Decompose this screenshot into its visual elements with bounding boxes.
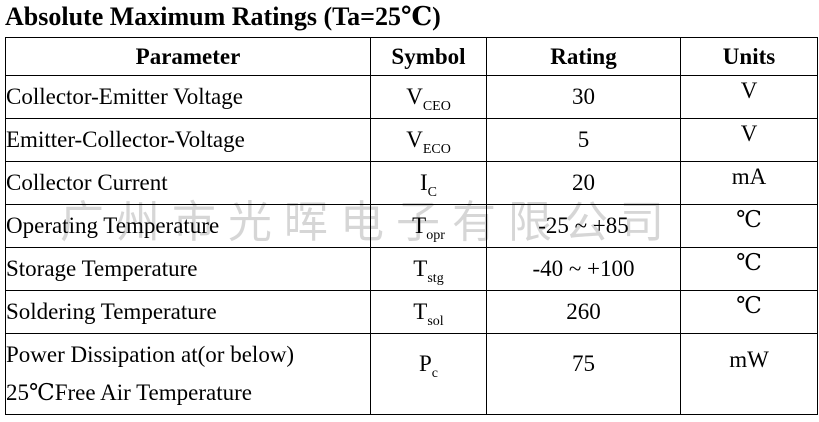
symbol-subscript: sol: [427, 314, 444, 329]
symbol-main: V: [406, 84, 423, 109]
rating-cell: 75: [486, 333, 681, 415]
parameter-cell: Collector Current: [5, 161, 371, 205]
symbol-subscript: stg: [427, 271, 444, 286]
symbol-subscript: c: [431, 366, 438, 381]
unit-cell: V: [680, 75, 818, 119]
symbol-cell: Topr: [370, 204, 487, 248]
unit-cell: ℃: [680, 204, 818, 248]
header-units: Units: [680, 37, 818, 76]
unit-cell: mA: [680, 161, 818, 205]
table-row: Power Dissipation at(or below) 25℃Free A…: [5, 333, 818, 415]
table-row: Soldering Temperature Tsol 260 ℃: [5, 290, 818, 334]
parameter-cell: Emitter-Collector-Voltage: [5, 118, 371, 162]
rating-cell: 20: [486, 161, 681, 205]
rating-cell: 5: [486, 118, 681, 162]
unit-value: ℃: [736, 207, 762, 232]
unit-value: V: [740, 121, 758, 146]
parameter-cell: Operating Temperature: [5, 204, 371, 248]
unit-cell: ℃: [680, 247, 818, 291]
symbol-cell: Pc: [370, 333, 487, 415]
rating-cell: 260: [486, 290, 681, 334]
unit-cell: ℃: [680, 290, 818, 334]
rating-cell: 30: [486, 75, 681, 119]
symbol-main: T: [413, 256, 428, 281]
symbol-cell: Tstg: [370, 247, 487, 291]
symbol-subscript: CEO: [422, 99, 451, 114]
header-symbol: Symbol: [370, 37, 487, 76]
unit-value: mW: [729, 347, 769, 372]
unit-value: ℃: [736, 250, 762, 275]
ratings-table: Parameter Symbol Rating Units Collector-…: [5, 37, 818, 415]
symbol-subscript: ECO: [422, 142, 451, 157]
table-row: Collector-Emitter Voltage VCEO 30 V: [5, 75, 818, 119]
parameter-cell: Storage Temperature: [5, 247, 371, 291]
table-row: Operating Temperature Topr -25 ~ +85 ℃: [5, 204, 818, 248]
unit-cell: V: [680, 118, 818, 162]
symbol-main: V: [406, 127, 423, 152]
symbol-main: I: [419, 170, 428, 195]
rating-value: 75: [572, 351, 595, 376]
unit-cell: mW: [680, 333, 818, 415]
unit-value: V: [740, 78, 758, 103]
parameter-line-1: Power Dissipation at(or below): [6, 342, 295, 367]
symbol-main: T: [412, 213, 427, 238]
page-title: Absolute Maximum Ratings (Ta=25℃): [5, 2, 441, 31]
header-parameter: Parameter: [5, 37, 371, 76]
parameter-cell: Power Dissipation at(or below) 25℃Free A…: [5, 333, 371, 415]
symbol-main: T: [413, 299, 428, 324]
header-rating: Rating: [486, 37, 681, 76]
symbol-cell: IC: [370, 161, 487, 205]
table-row: Collector Current IC 20 mA: [5, 161, 818, 205]
parameter-cell: Collector-Emitter Voltage: [5, 75, 371, 119]
symbol-cell: Tsol: [370, 290, 487, 334]
symbol-cell: VECO: [370, 118, 487, 162]
parameter-line-2: 25℃Free Air Temperature: [6, 380, 252, 405]
parameter-cell: Soldering Temperature: [5, 290, 371, 334]
symbol-subscript: C: [427, 185, 437, 200]
table-row: Emitter-Collector-Voltage VECO 5 V: [5, 118, 818, 162]
symbol-subscript: opr: [426, 228, 445, 243]
table-row: Storage Temperature Tstg -40 ~ +100 ℃: [5, 247, 818, 291]
unit-value: mA: [731, 164, 767, 189]
symbol-main: P: [418, 351, 432, 376]
rating-cell: -40 ~ +100: [486, 247, 681, 291]
table-header-row: Parameter Symbol Rating Units: [5, 37, 818, 76]
symbol-cell: VCEO: [370, 75, 487, 119]
unit-value: ℃: [736, 293, 762, 318]
rating-cell: -25 ~ +85: [486, 204, 681, 248]
